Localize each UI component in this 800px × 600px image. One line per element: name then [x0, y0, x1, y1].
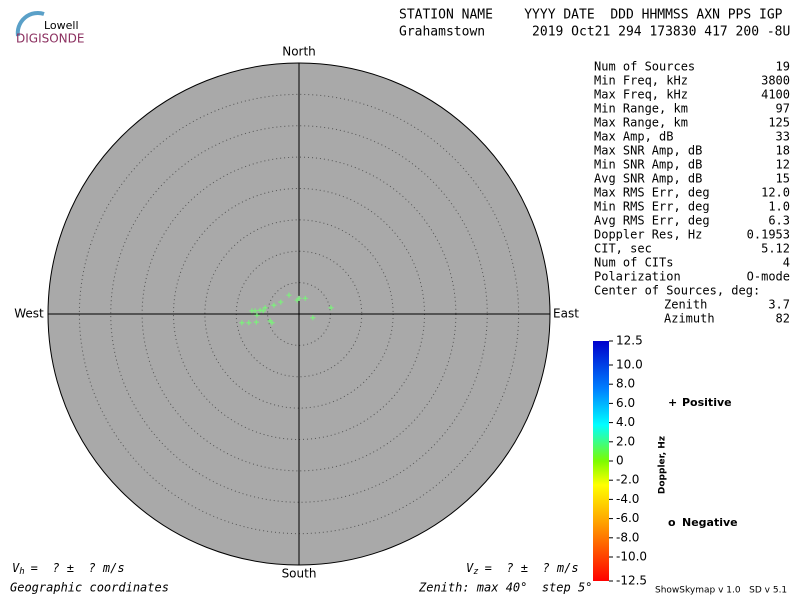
stat-value: 6.3 — [768, 214, 790, 228]
stat-value: 12.0 — [761, 186, 790, 200]
colorbar-tick-label: 10.0 — [616, 358, 643, 372]
source-point — [254, 312, 260, 318]
version: ShowSkymap v 1.0 SD v 5.1 — [655, 586, 787, 596]
source-point — [269, 320, 275, 326]
west-label: West — [14, 307, 44, 321]
stat-label: Doppler Res, Hz — [594, 228, 702, 242]
stat-label: Max SNR Amp, dB — [594, 144, 702, 158]
center-value: 3.7 — [768, 298, 790, 312]
colorbar-tick-label: -8.0 — [616, 530, 639, 544]
stat-value: 4 — [783, 256, 790, 270]
legend-entry: Positive — [682, 396, 732, 409]
stat-value: 3800 — [761, 74, 790, 88]
stat-value: 125 — [768, 116, 790, 130]
stat-label: Min RMS Err, deg — [594, 200, 710, 214]
zenith-note: Zenith: max 40° step 5° — [418, 581, 592, 595]
stat-value: 12 — [776, 158, 790, 172]
stat-value: 1.0 — [768, 200, 790, 214]
stat-label: Num of Sources — [594, 60, 695, 74]
source-point — [278, 299, 284, 305]
stat-value: 19 — [776, 60, 790, 74]
logo-top: Lowell — [44, 19, 79, 32]
stat-value: 97 — [776, 102, 790, 116]
source-point — [253, 319, 259, 325]
stat-label: Max Freq, kHz — [594, 88, 688, 102]
stat-value: O-mode — [747, 270, 790, 284]
stat-label: Max Range, km — [594, 116, 688, 130]
colorbar-tick-label: 8.0 — [616, 377, 635, 391]
stat-value: 5.12 — [761, 242, 790, 256]
south-label: South — [282, 567, 317, 581]
stat-label: Min SNR Amp, dB — [594, 158, 702, 172]
stat-label: Max RMS Err, deg — [594, 186, 710, 200]
header-values: Grahamstown 2019 Oct21 294 173830 417 20… — [399, 25, 790, 40]
source-point — [328, 305, 334, 311]
logo-arc — [15, 11, 45, 37]
center-value: 82 — [776, 312, 790, 326]
source-point — [246, 320, 252, 326]
source-point — [239, 320, 245, 326]
stat-value: 33 — [776, 130, 790, 144]
center-title: Center of Sources, deg: — [594, 284, 760, 298]
stat-value: 4100 — [761, 88, 790, 102]
colorbar — [593, 341, 609, 581]
colorbar-tick-label: 0 — [616, 454, 624, 468]
stat-label: CIT, sec — [594, 242, 652, 256]
stat-value: 18 — [776, 144, 790, 158]
velocity-z: Vz = ? ± ? m/s — [466, 561, 579, 577]
stat-label: Avg RMS Err, deg — [594, 214, 710, 228]
header-columns: STATION NAME YYYY DATE DDD HHMMSS AXN PP… — [399, 8, 783, 23]
stat-value: 0.1953 — [747, 228, 790, 242]
stat-label: Min Freq, kHz — [594, 74, 688, 88]
legend-symbol: o — [668, 516, 676, 529]
colorbar-tick-label: 12.5 — [616, 334, 643, 348]
colorbar-tick-label: 4.0 — [616, 415, 635, 429]
source-point — [260, 308, 266, 314]
stat-label: Polarization — [594, 270, 681, 284]
velocity-h: Vh = ? ± ? m/s — [12, 561, 125, 577]
colorbar-label: Doppler, Hz — [658, 436, 668, 494]
colorbar-tick-label: 2.0 — [616, 434, 635, 448]
legend-entry: Negative — [682, 516, 738, 529]
colorbar-tick-label: 6.0 — [616, 396, 635, 410]
colorbar-tick-label: -4.0 — [616, 492, 639, 506]
stat-value: 15 — [776, 172, 790, 186]
center-label: Azimuth — [664, 312, 715, 326]
colorbar-tick-label: -12.5 — [616, 574, 647, 588]
legend-symbol: + — [668, 396, 677, 409]
stat-label: Avg SNR Amp, dB — [594, 172, 702, 186]
source-point — [257, 307, 263, 313]
source-point — [294, 297, 300, 303]
source-point — [302, 295, 308, 301]
coords-note: Geographic coordinates — [10, 581, 169, 595]
source-point — [271, 302, 277, 308]
stat-label: Min Range, km — [594, 102, 688, 116]
east-label: East — [553, 307, 579, 321]
colorbar-tick-label: -2.0 — [616, 473, 639, 487]
source-point — [310, 315, 316, 321]
north-label: North — [282, 45, 316, 59]
source-point — [262, 305, 268, 311]
stat-label: Max Amp, dB — [594, 130, 673, 144]
stat-label: Num of CITs — [594, 256, 673, 270]
colorbar-tick-label: -6.0 — [616, 511, 639, 525]
colorbar-tick-label: -10.0 — [616, 550, 647, 564]
center-label: Zenith — [664, 298, 707, 312]
source-point — [286, 292, 292, 298]
source-point — [249, 308, 255, 314]
logo-bottom: DIGISONDE — [16, 32, 84, 46]
